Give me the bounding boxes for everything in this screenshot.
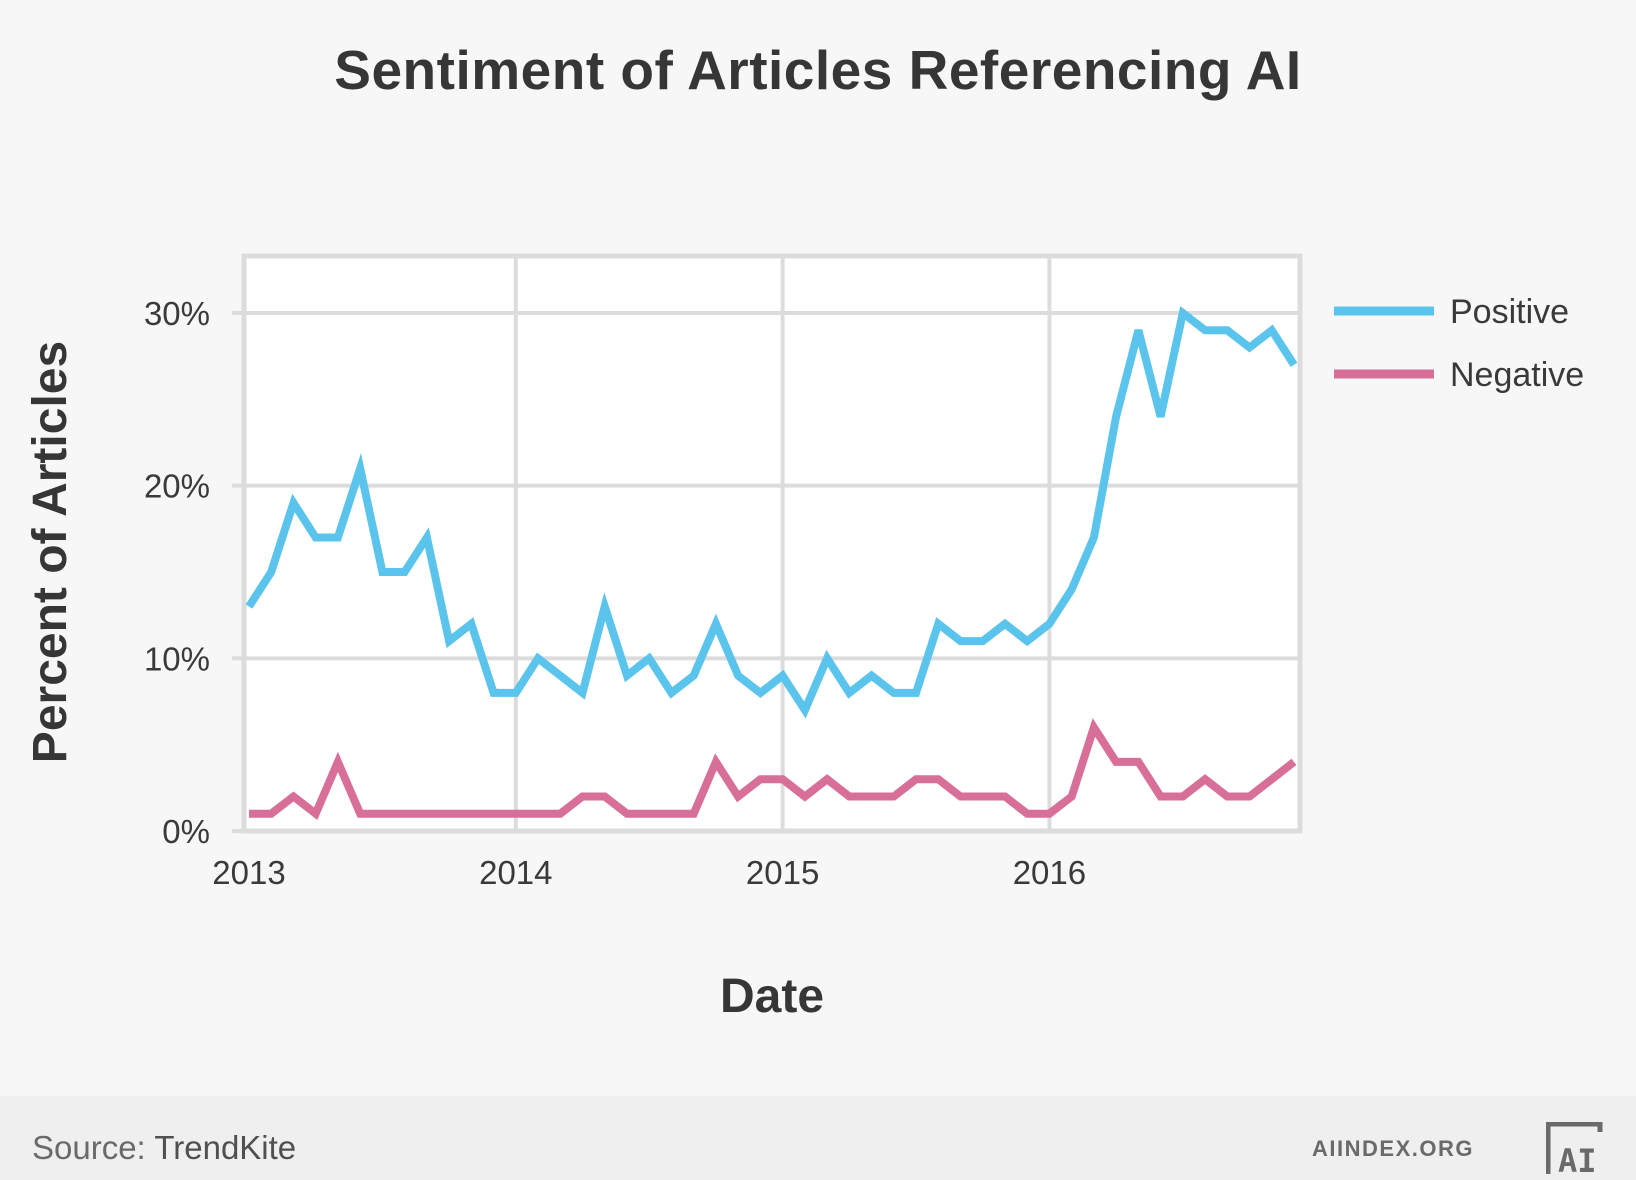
legend-label-positive: Positive [1450, 293, 1569, 331]
axis-ticks: 0% 10% 20% 30% 2013 2014 2015 2016 [144, 295, 1086, 891]
series-line-negative [249, 718, 1297, 821]
x-axis-label: Date [720, 970, 824, 1023]
site-link[interactable]: AIINDEX.ORG [1312, 1136, 1474, 1161]
x-tick-label: 2014 [479, 854, 552, 891]
y-tick-label: 20% [144, 468, 210, 505]
series-lines [245, 305, 1298, 821]
line-chart: 0% 10% 20% 30% 2013 2014 2015 2016 Positive Nega… [24, 253, 1584, 1023]
y-axis-label: Percent of Articles [24, 341, 77, 763]
footer-bar [0, 1096, 1636, 1180]
source-name: TrendKite [154, 1129, 297, 1166]
legend: Positive Negative [1334, 293, 1584, 394]
source-label: Source: [32, 1129, 146, 1166]
x-tick-label: 2015 [746, 854, 819, 891]
svg-text:AI: AI [1558, 1142, 1597, 1176]
y-tick-label: 10% [144, 640, 210, 677]
series-line-positive [245, 305, 1298, 719]
x-tick-label: 2016 [1013, 854, 1086, 891]
source-note: Source: TrendKite [32, 1129, 296, 1167]
plot-frame [241, 253, 1303, 834]
y-tick-label: 0% [162, 813, 210, 850]
legend-label-negative: Negative [1450, 356, 1584, 394]
ai-index-logo-icon: AI [1546, 1122, 1603, 1176]
grid-lines [244, 256, 1300, 831]
y-tick-label: 30% [144, 295, 210, 332]
chart-title: Sentiment of Articles Referencing AI [334, 39, 1302, 101]
x-tick-label: 2013 [212, 854, 285, 891]
